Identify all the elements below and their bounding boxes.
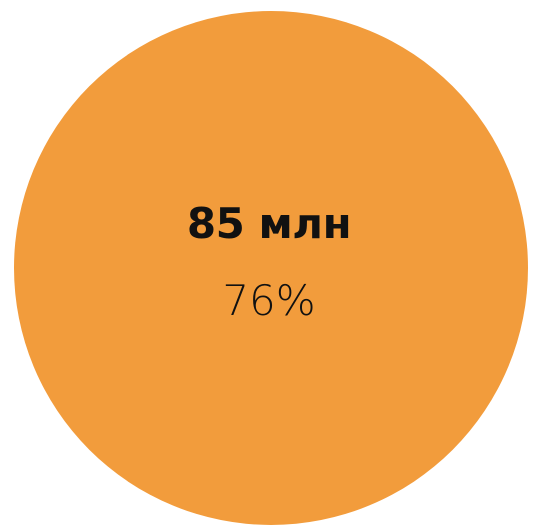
slice-percent-label: 76% (222, 276, 316, 325)
slice-value-label: 85 млн (186, 199, 352, 248)
pie-slice-circle (14, 11, 528, 525)
